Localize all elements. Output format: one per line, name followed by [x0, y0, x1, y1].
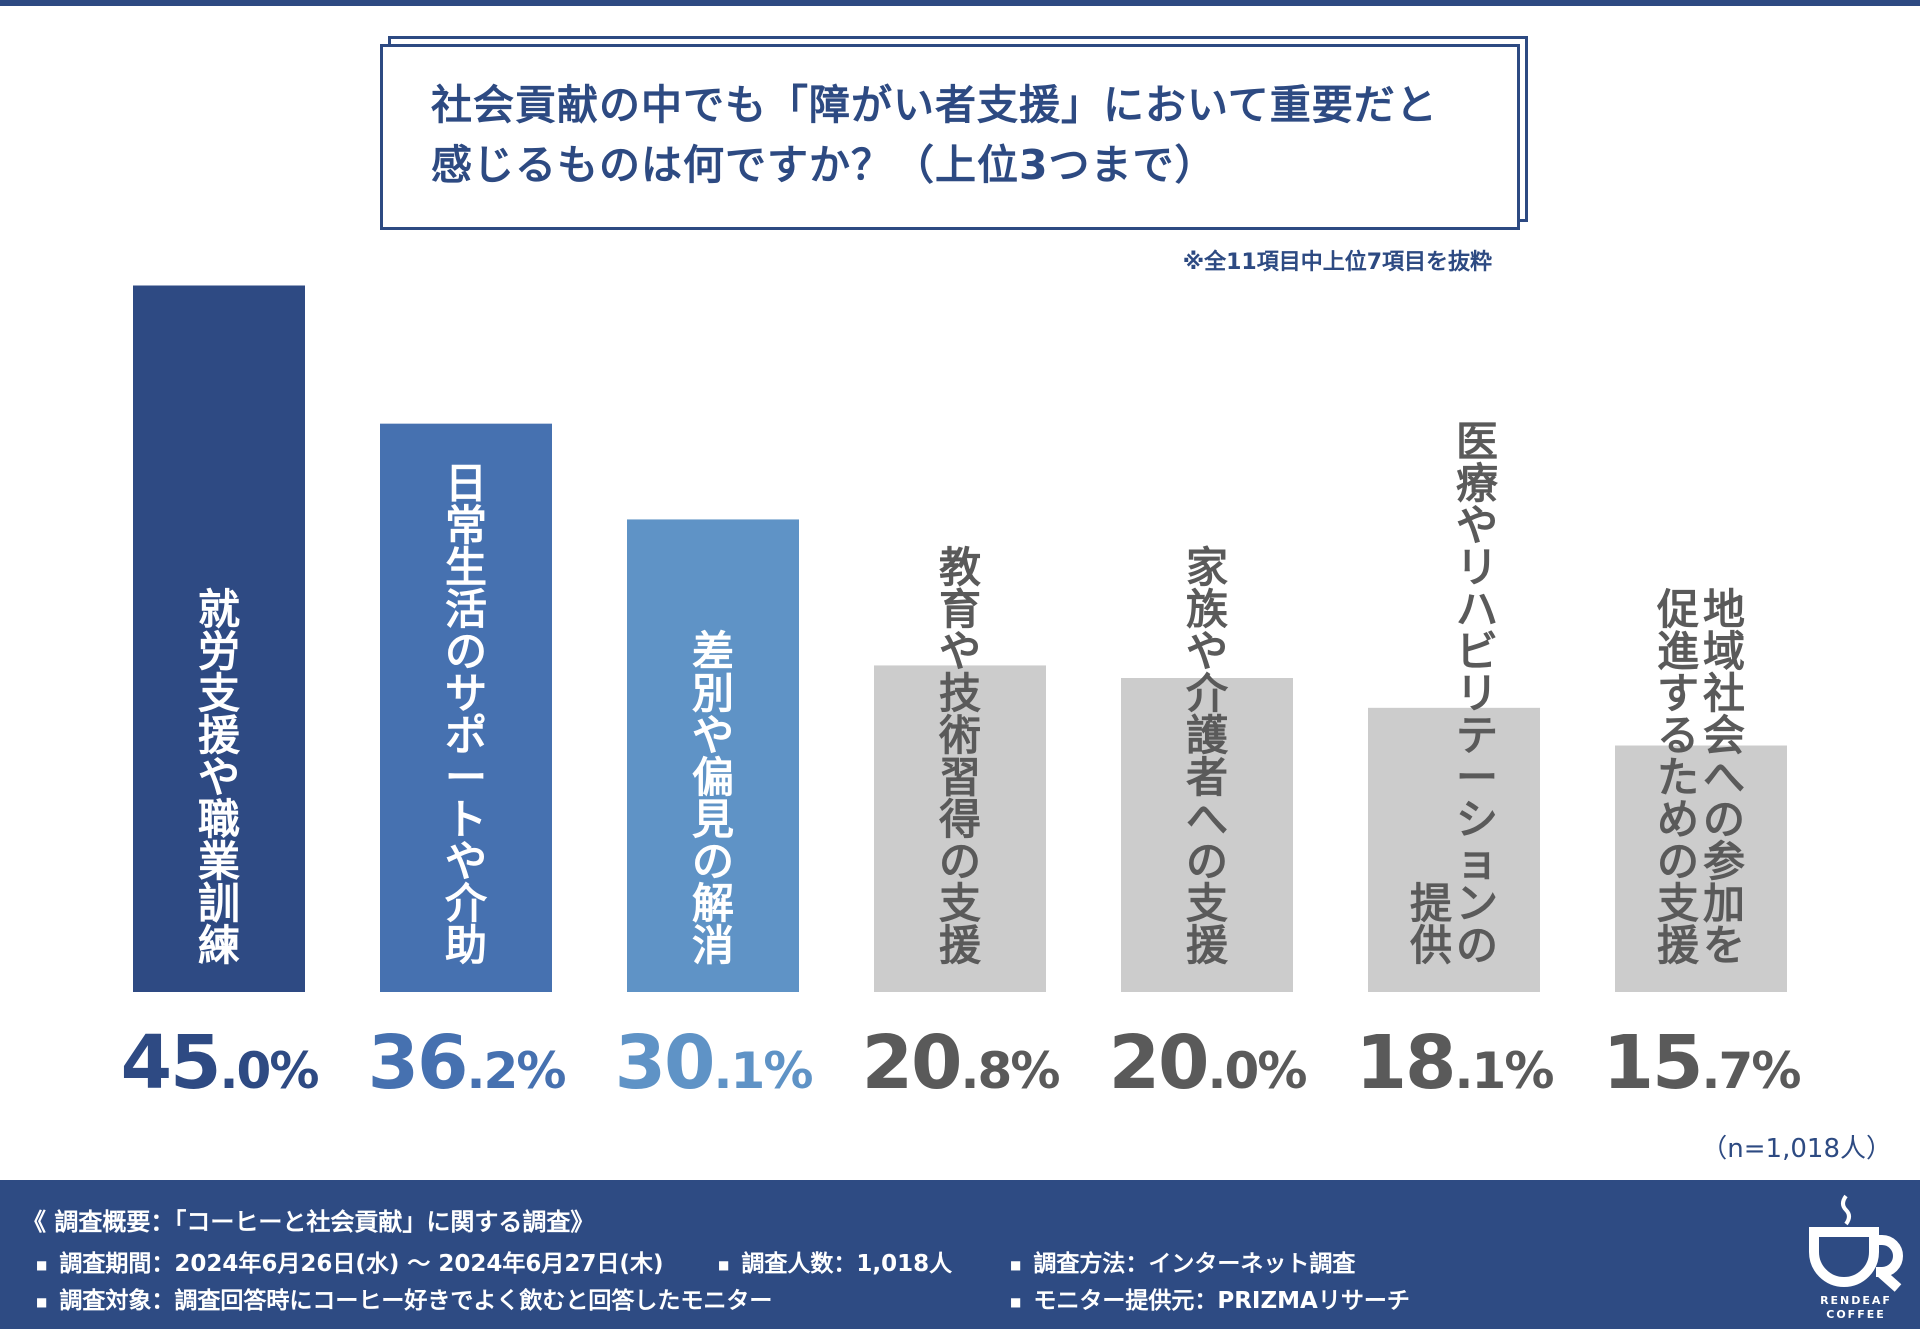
excerpt-note: ※全11項目中上位7項目を抜粋 — [1182, 250, 1492, 275]
title-box: 社会貢献の中でも「障がい者支援」において重要だと 感じるものは何ですか？（上位3… — [380, 44, 1520, 230]
bar-5 — [1121, 678, 1293, 992]
bar-label-7-col-1: 地域社会への参加を — [1703, 585, 1745, 970]
chart-title-line-2: 感じるものは何ですか？（上位3つまで） — [431, 141, 1217, 189]
value-label-1: 45.0% — [121, 1020, 319, 1106]
top-rule — [0, 0, 1920, 6]
bar-label-2: 日常生活のサポートや介助 — [445, 459, 488, 970]
survey-target: 調査対象：調査回答時にコーヒー好きでよく飲むと回答したモニター — [36, 1281, 772, 1315]
survey-count: 調査人数：1,018人 — [718, 1244, 952, 1278]
bar-label-6-col-1: 医療やリハビリテーションの — [1456, 417, 1498, 970]
bar-label-7-col-2: 促進するための支援 — [1656, 585, 1700, 970]
bar-label-1: 就労支援や職業訓練 — [198, 585, 241, 970]
bar-label-3: 差別や偏見の解消 — [692, 627, 734, 970]
bar-7 — [1615, 745, 1787, 992]
survey-provider: モニター提供元：PRIZMAリサーチ — [1010, 1281, 1410, 1315]
value-label-5: 20.0% — [1109, 1020, 1307, 1106]
bar-chart: 就労支援や職業訓練 45.0% 日常生活のサポートや介助 36.2% 差別や偏見の解消 3… — [121, 285, 1802, 1106]
chart-title-line-1: 社会貢献の中でも「障がい者支援」において重要だと — [431, 81, 1438, 129]
value-label-7: 15.7% — [1603, 1020, 1801, 1106]
survey-period: 調査期間：2024年6月26日(水) ～ 2024年6月27日(木) — [36, 1244, 663, 1278]
value-label-4: 20.8% — [862, 1020, 1060, 1106]
bar-1 — [133, 285, 305, 992]
bar-4 — [874, 665, 1046, 992]
bar-label-4: 教育や技術習得の支援 — [938, 543, 982, 970]
value-label-3: 30.1% — [615, 1020, 813, 1106]
bar-2 — [380, 423, 552, 992]
bar-6 — [1368, 707, 1540, 992]
coffee-cup-logo: RENDEAF COFFEE — [1809, 1194, 1903, 1321]
logo-text-1: RENDEAF — [1820, 1294, 1892, 1307]
survey-heading: 《 調査概要：「コーヒーと社会貢献」に関する調査》 — [22, 1208, 595, 1236]
value-label-6: 18.1% — [1356, 1020, 1554, 1106]
sample-size-note: （n=1,018人） — [1701, 1134, 1892, 1164]
cup-icon — [1809, 1227, 1879, 1287]
value-label-2: 36.2% — [368, 1020, 566, 1106]
bar-3 — [627, 519, 799, 992]
cup-handle-icon — [1876, 1235, 1903, 1292]
bar-label-5: 家族や介護者への支援 — [1186, 543, 1229, 970]
survey-method: 調査方法：インターネット調査 — [1010, 1244, 1355, 1278]
bar-label-6-col-2: 提供 — [1410, 879, 1452, 970]
steam-icon — [1841, 1194, 1851, 1226]
survey-footer: 《 調査概要：「コーヒーと社会貢献」に関する調査》 調査期間：2024年6月26… — [0, 1180, 1920, 1329]
logo-text-2: COFFEE — [1826, 1308, 1885, 1321]
